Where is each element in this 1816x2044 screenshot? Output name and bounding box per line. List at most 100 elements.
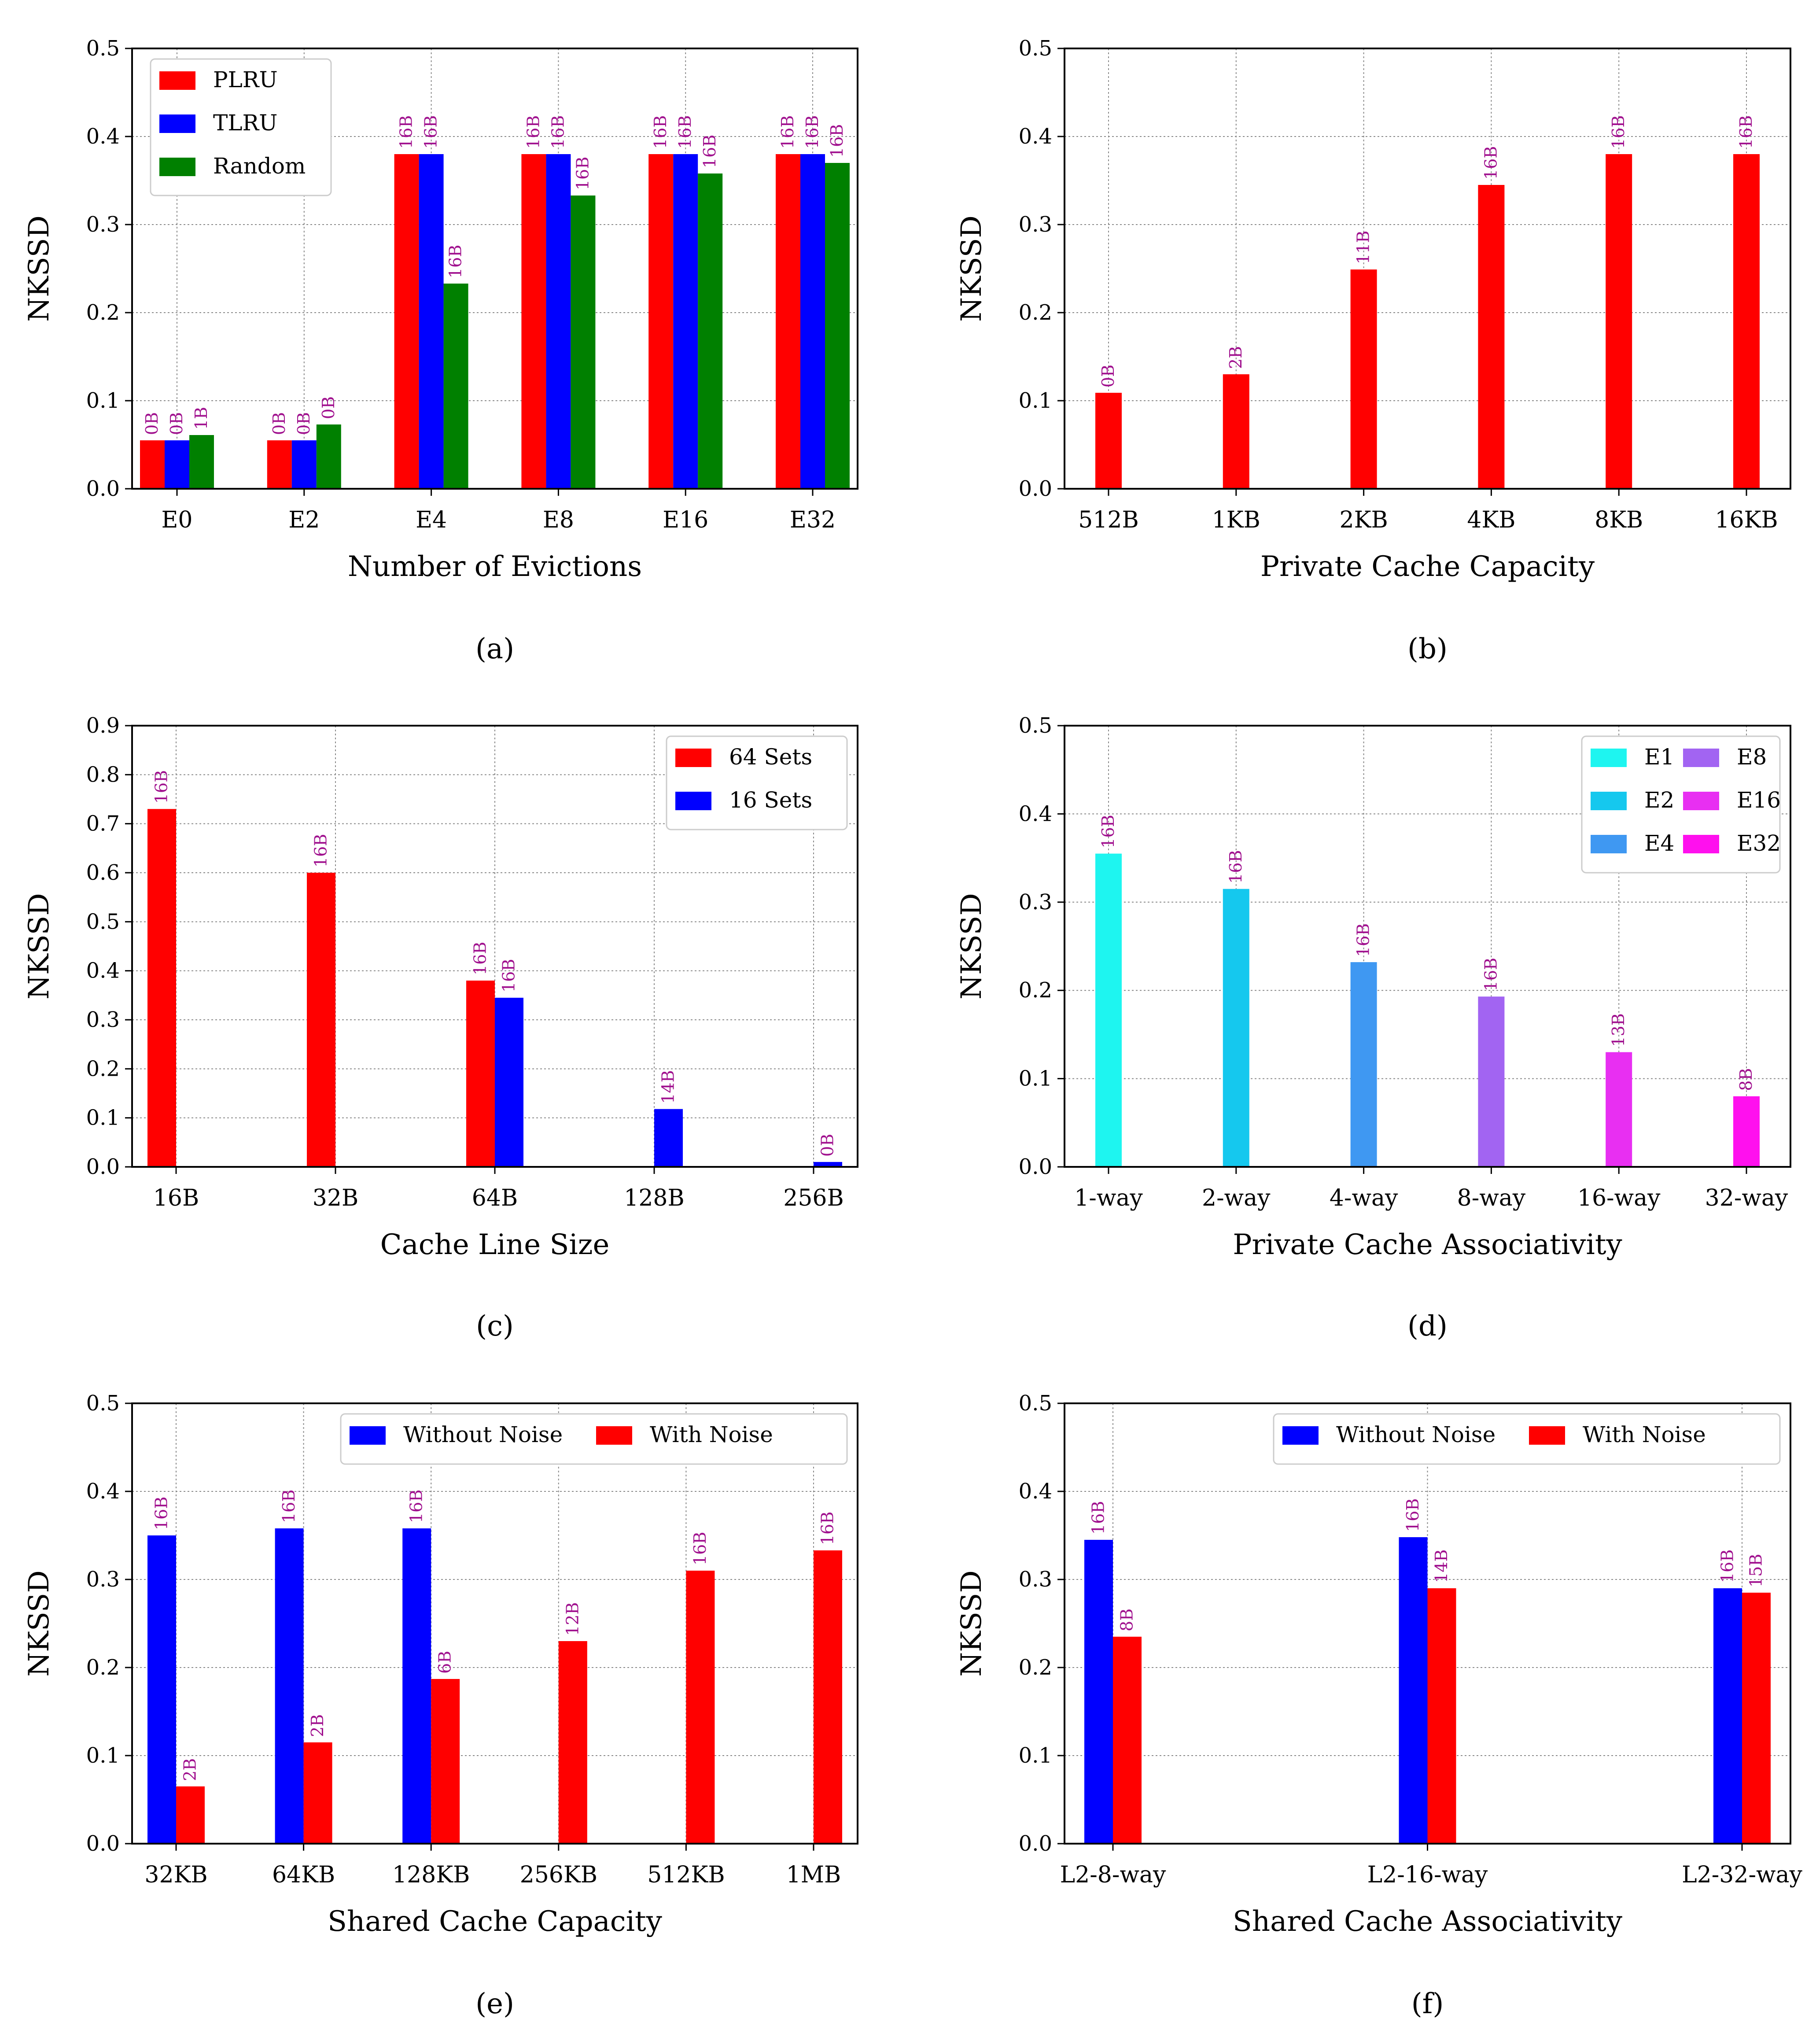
- bar-64-sets-16B: [147, 809, 176, 1167]
- x-tick-label: 16KB: [1715, 507, 1778, 533]
- bar-with-noise-512KB: [686, 1571, 715, 1844]
- legend-swatch: [159, 158, 195, 176]
- bar-value-512B: [1095, 393, 1122, 489]
- legend-swatch: [675, 749, 711, 767]
- legend-swatch: [596, 1426, 632, 1445]
- y-tick-label: 0.5: [86, 1391, 120, 1416]
- bar-with-noise-1MB: [814, 1550, 842, 1844]
- bar-data-label: 15B: [1746, 1554, 1766, 1587]
- bar-data-label: 16B: [1736, 115, 1756, 149]
- chart-panel-d: 16B 16B 16B 16B 13B 8B 0.0 0.1 0.2 0.3 0.4 0.5 1-way…: [955, 713, 1791, 1343]
- bar-data-label: 16B: [446, 245, 465, 278]
- bar-without-noise-128KB: [402, 1528, 431, 1844]
- bar-plru-E2: [267, 440, 292, 489]
- x-tick-label: 32KB: [144, 1862, 207, 1888]
- bar-data-label: 16B: [1098, 815, 1118, 848]
- bar-value-8KB: [1606, 154, 1632, 489]
- bar-64-sets-64B: [466, 980, 495, 1167]
- legend-label: E32: [1737, 830, 1781, 856]
- bar-data-label: 16B: [1481, 146, 1500, 180]
- legend-box: [666, 735, 848, 830]
- bar-without-noise-32KB: [147, 1535, 176, 1844]
- bar-data-label: 16B: [675, 115, 695, 149]
- x-axis-label: Cache Line Size: [380, 1229, 610, 1261]
- bar-value-16-way: [1606, 1052, 1632, 1167]
- bar-value-1-way: [1095, 853, 1122, 1167]
- y-tick-label: 0.1: [86, 1743, 120, 1768]
- bar-with-noise-L2-32-way: [1742, 1593, 1771, 1844]
- x-axis-label: Shared Cache Capacity: [328, 1905, 662, 1938]
- x-tick-label: E8: [543, 507, 574, 533]
- plot-frame: [131, 48, 858, 490]
- bar-with-noise-128KB: [431, 1679, 460, 1844]
- panel-caption: (b): [1407, 633, 1448, 665]
- bar-data-label: 16B: [152, 1497, 171, 1530]
- legend-swatch: [1591, 792, 1627, 810]
- bar-data-label: 16B: [1481, 958, 1500, 991]
- bar-data-label: 16B: [818, 1512, 837, 1545]
- bar-data-label: 8B: [1736, 1068, 1756, 1091]
- x-tick-label: 8KB: [1595, 507, 1643, 533]
- x-tick-label: 4-way: [1330, 1185, 1398, 1211]
- bar-data-label: 11B: [1354, 231, 1373, 264]
- y-tick-label: 0.2: [86, 1655, 120, 1680]
- x-tick-label: E4: [416, 507, 447, 533]
- y-tick-label: 0.0: [86, 1831, 120, 1856]
- x-tick-label: 1KB: [1212, 507, 1260, 533]
- y-tick-label: 0.5: [86, 909, 120, 934]
- bar-data-label: 16B: [311, 834, 331, 867]
- bar-plru-E32: [776, 154, 800, 489]
- bar-data-label: 16B: [152, 770, 171, 804]
- legend-label: E8: [1737, 744, 1767, 770]
- bar-data-label: 8B: [1117, 1609, 1137, 1631]
- plot-frame: [1064, 725, 1791, 1168]
- legend-label: E4: [1644, 830, 1674, 856]
- y-tick-label: 0.4: [86, 1479, 120, 1504]
- bar-data-label: 16B: [279, 1490, 298, 1523]
- y-tick-label: 0.3: [86, 212, 120, 237]
- x-tick-label: 512KB: [647, 1862, 725, 1888]
- x-tick-label: 8-way: [1457, 1185, 1526, 1211]
- y-tick-label: 0.0: [1019, 476, 1052, 501]
- legend-swatch: [675, 792, 711, 810]
- bar-data-label: 6B: [435, 1651, 455, 1674]
- legend-label: With Noise: [1583, 1422, 1706, 1447]
- chart-panel-b: 0B 2B 11B 16B 16B 16B 0.0 0.1 0.2 0.3 0.4 0.5 512B 1K…: [955, 36, 1791, 665]
- legend-swatch: [1591, 749, 1627, 767]
- bar-random-E8: [571, 196, 596, 489]
- legend-label: 16 Sets: [729, 787, 812, 813]
- bar-data-label: 2B: [308, 1714, 327, 1737]
- bar-data-label: 0B: [294, 412, 313, 435]
- y-tick-label: 0.3: [1019, 1567, 1052, 1592]
- y-tick-label: 0.3: [86, 1007, 120, 1032]
- bar-plru-E4: [394, 154, 419, 489]
- bar-data-label: 2B: [180, 1758, 200, 1781]
- legend-label: E1: [1644, 744, 1674, 770]
- bar-random-E4: [443, 284, 468, 489]
- y-tick-label: 0.2: [1019, 978, 1052, 1003]
- panel-caption: (a): [475, 633, 514, 665]
- y-tick-label: 0.0: [86, 476, 120, 501]
- legend-swatch: [1591, 835, 1627, 853]
- bar-tlru-E2: [291, 440, 317, 489]
- bar-data-label: 0B: [1098, 365, 1118, 387]
- y-tick-label: 0.2: [86, 300, 120, 325]
- bar-with-noise-32KB: [176, 1786, 205, 1844]
- x-tick-label: 32-way: [1705, 1185, 1788, 1211]
- bar-data-label: 16B: [1089, 1501, 1108, 1535]
- bar-value-4-way: [1350, 962, 1377, 1167]
- y-axis-label: NKSSD: [23, 893, 55, 1000]
- bar-with-noise-256KB: [558, 1641, 587, 1844]
- legend-swatch: [1529, 1426, 1565, 1445]
- x-tick-label: E0: [161, 507, 192, 533]
- bar-data-label: 1B: [192, 407, 211, 430]
- bar-data-label: 16B: [1226, 850, 1245, 883]
- y-tick-label: 0.2: [86, 1056, 120, 1081]
- x-axis-label: Private Cache Capacity: [1260, 550, 1595, 583]
- bar-tlru-E0: [165, 440, 189, 489]
- bar-value-32-way: [1733, 1096, 1760, 1167]
- x-tick-label: L2-8-way: [1060, 1862, 1166, 1888]
- y-tick-label: 0.4: [86, 124, 120, 149]
- bar-value-1KB: [1223, 374, 1249, 489]
- y-tick-label: 0.9: [86, 713, 120, 738]
